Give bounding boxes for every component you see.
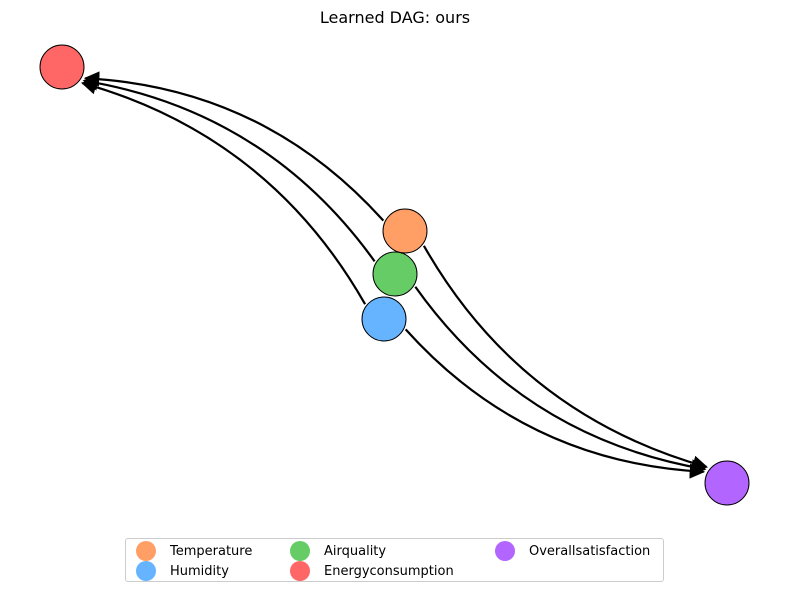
- node-airquality: [372, 251, 418, 297]
- legend-item-energy: Energyconsumption: [290, 561, 454, 581]
- node-satisfaction: [704, 460, 750, 506]
- legend-item-airquality: Airquality: [290, 541, 386, 561]
- legend-item-humidity: Humidity: [136, 561, 229, 581]
- legend-item-satisfaction: Overallsatisfaction: [495, 541, 650, 561]
- legend-item-temperature: Temperature: [136, 541, 252, 561]
- legend-marker-satisfaction: [495, 541, 515, 561]
- legend-marker-energy: [290, 561, 310, 581]
- legend-marker-airquality: [290, 541, 310, 561]
- legend-label-temperature: Temperature: [170, 543, 253, 559]
- edge-temperature-to-satisfaction: [422, 245, 709, 471]
- legend-label-humidity: Humidity: [170, 563, 229, 579]
- legend-marker-humidity: [136, 561, 156, 581]
- legend-marker-temperature: [136, 541, 156, 561]
- edge-airquality-to-satisfaction: [414, 286, 707, 475]
- legend-label-satisfaction: Overallsatisfaction: [529, 543, 651, 559]
- edge-airquality-to-energy: [82, 75, 376, 262]
- legend-label-airquality: Airquality: [324, 543, 387, 559]
- edge-temperature-to-energy: [83, 71, 385, 222]
- node-temperature: [382, 208, 428, 254]
- legend-label-energy: Energyconsumption: [324, 563, 454, 579]
- edge-humidity-to-energy: [80, 79, 367, 305]
- edge-humidity-to-satisfaction: [404, 328, 706, 479]
- node-energy: [39, 44, 85, 90]
- node-humidity: [361, 296, 407, 342]
- legend: Temperature Airquality Overallsatisfacti…: [125, 538, 664, 582]
- diagram-title: Learned DAG: ours: [319, 8, 471, 27]
